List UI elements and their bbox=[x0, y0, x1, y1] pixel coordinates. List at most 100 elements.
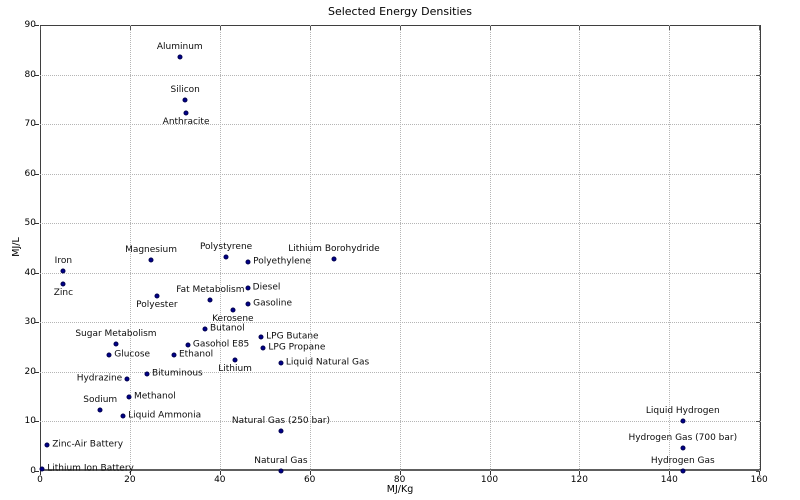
x-tick bbox=[579, 471, 581, 475]
x-tick-top bbox=[759, 26, 761, 30]
x-tick bbox=[759, 471, 761, 475]
point-polyester bbox=[154, 293, 160, 299]
y-tick-label: 30 bbox=[24, 317, 36, 328]
y-axis-title: MJ/L bbox=[11, 237, 22, 257]
point-label-lpg-butane: LPG Butane bbox=[266, 331, 319, 342]
point-label-hydrogen-gas: Hydrogen Gas bbox=[650, 455, 715, 466]
x-tick bbox=[489, 471, 491, 475]
point-glucose bbox=[106, 352, 112, 358]
point-label-iron: Iron bbox=[54, 255, 73, 266]
point-gasoline bbox=[245, 301, 251, 307]
point-label-butanol: Butanol bbox=[209, 323, 245, 334]
y-tick-label: 80 bbox=[24, 69, 36, 80]
point-silicon bbox=[182, 97, 188, 103]
point-label-glucose: Glucose bbox=[114, 349, 151, 360]
x-tick-label: 40 bbox=[214, 475, 226, 485]
x-tick-label: 120 bbox=[570, 475, 588, 485]
y-tick-label: 0 bbox=[30, 466, 36, 476]
point-hydrazine bbox=[124, 376, 130, 382]
point-label-sodium: Sodium bbox=[83, 394, 118, 405]
v-gridline bbox=[219, 25, 221, 471]
v-gridline bbox=[129, 25, 131, 471]
y-tick-label: 70 bbox=[24, 119, 36, 130]
point-label-anthracite: Anthracite bbox=[162, 116, 210, 127]
point-label-bituminous: Bituminous bbox=[151, 368, 203, 379]
y-tick-label: 10 bbox=[24, 416, 36, 427]
point-bituminous bbox=[144, 371, 150, 377]
v-gridline bbox=[309, 25, 311, 471]
point-label-hydrogen-gas-700-bar: Hydrogen Gas (700 bar) bbox=[628, 432, 738, 443]
y-tick bbox=[35, 223, 39, 225]
x-tick-top bbox=[579, 26, 581, 30]
point-anthracite bbox=[183, 110, 189, 116]
x-tick-top bbox=[219, 26, 221, 30]
y-tick bbox=[35, 74, 39, 76]
x-tick-top bbox=[399, 26, 401, 30]
point-label-zinc-air-battery: Zinc-Air Battery bbox=[52, 439, 124, 450]
h-gridline bbox=[40, 124, 761, 126]
point-label-polystyrene: Polystyrene bbox=[199, 241, 253, 252]
point-natural-gas-250-bar bbox=[278, 428, 284, 434]
point-sugar-metabolism bbox=[113, 341, 119, 347]
point-hydrogen-gas-700-bar bbox=[680, 445, 686, 451]
h-gridline bbox=[40, 371, 761, 373]
y-tick-right bbox=[756, 124, 760, 126]
x-tick-label: 160 bbox=[750, 475, 768, 485]
h-gridline bbox=[40, 322, 761, 324]
point-hydrogen-gas bbox=[680, 468, 686, 473]
point-butanol bbox=[202, 326, 208, 332]
y-tick bbox=[35, 322, 39, 324]
point-polystyrene bbox=[223, 254, 229, 260]
y-tick bbox=[35, 471, 39, 472]
point-label-gasohol-e85: Gasohol E85 bbox=[192, 339, 250, 350]
point-label-diesel: Diesel bbox=[252, 282, 281, 293]
point-label-polyester: Polyester bbox=[136, 300, 178, 311]
point-label-kerosene: Kerosene bbox=[212, 313, 254, 324]
y-tick-right bbox=[756, 471, 760, 472]
x-tick bbox=[40, 471, 41, 475]
point-label-sugar-metabolism: Sugar Metabolism bbox=[75, 328, 157, 339]
y-tick-label: 50 bbox=[24, 218, 36, 229]
x-tick bbox=[129, 471, 131, 475]
v-gridline bbox=[399, 25, 401, 471]
point-fat-metabolism bbox=[207, 297, 213, 303]
point-label-magnesium: Magnesium bbox=[125, 244, 177, 255]
point-lithium-borohydride bbox=[331, 256, 337, 262]
y-tick bbox=[35, 421, 39, 423]
point-sodium bbox=[97, 407, 103, 413]
y-tick-right bbox=[756, 421, 760, 423]
point-zinc bbox=[60, 281, 66, 287]
x-tick-label: 100 bbox=[480, 475, 499, 485]
y-tick-right bbox=[756, 371, 760, 373]
y-tick-label: 90 bbox=[24, 20, 36, 30]
point-label-lithium: Lithium bbox=[218, 363, 252, 374]
x-tick-top bbox=[669, 26, 671, 30]
chart-title: Selected Energy Densities bbox=[327, 5, 473, 18]
y-tick bbox=[35, 173, 39, 175]
v-gridline bbox=[489, 25, 491, 471]
point-label-lithium-ion-battery: Lithium Ion Battery bbox=[47, 463, 134, 474]
y-tick-right bbox=[756, 223, 760, 225]
h-gridline bbox=[40, 223, 761, 225]
x-tick-top bbox=[309, 26, 311, 30]
point-lpg-butane bbox=[258, 334, 264, 340]
point-label-liquid-hydrogen: Liquid Hydrogen bbox=[645, 406, 720, 417]
x-tick-label: 20 bbox=[124, 475, 136, 485]
x-tick-label: 60 bbox=[303, 475, 316, 485]
point-kerosene bbox=[230, 307, 236, 313]
y-tick bbox=[35, 124, 39, 126]
y-tick bbox=[35, 371, 39, 373]
y-tick-right bbox=[756, 173, 760, 175]
y-tick bbox=[35, 25, 39, 26]
y-tick-label: 20 bbox=[24, 366, 36, 377]
point-magnesium bbox=[148, 257, 154, 263]
y-tick-right bbox=[756, 74, 760, 76]
point-label-methanol: Methanol bbox=[134, 391, 176, 402]
x-tick bbox=[669, 471, 671, 475]
x-tick-label: 0 bbox=[37, 475, 43, 485]
x-tick bbox=[219, 471, 221, 475]
v-gridline bbox=[759, 25, 761, 471]
point-diesel bbox=[245, 285, 251, 291]
point-label-natural-gas-250-bar: Natural Gas (250 bar) bbox=[231, 415, 330, 426]
